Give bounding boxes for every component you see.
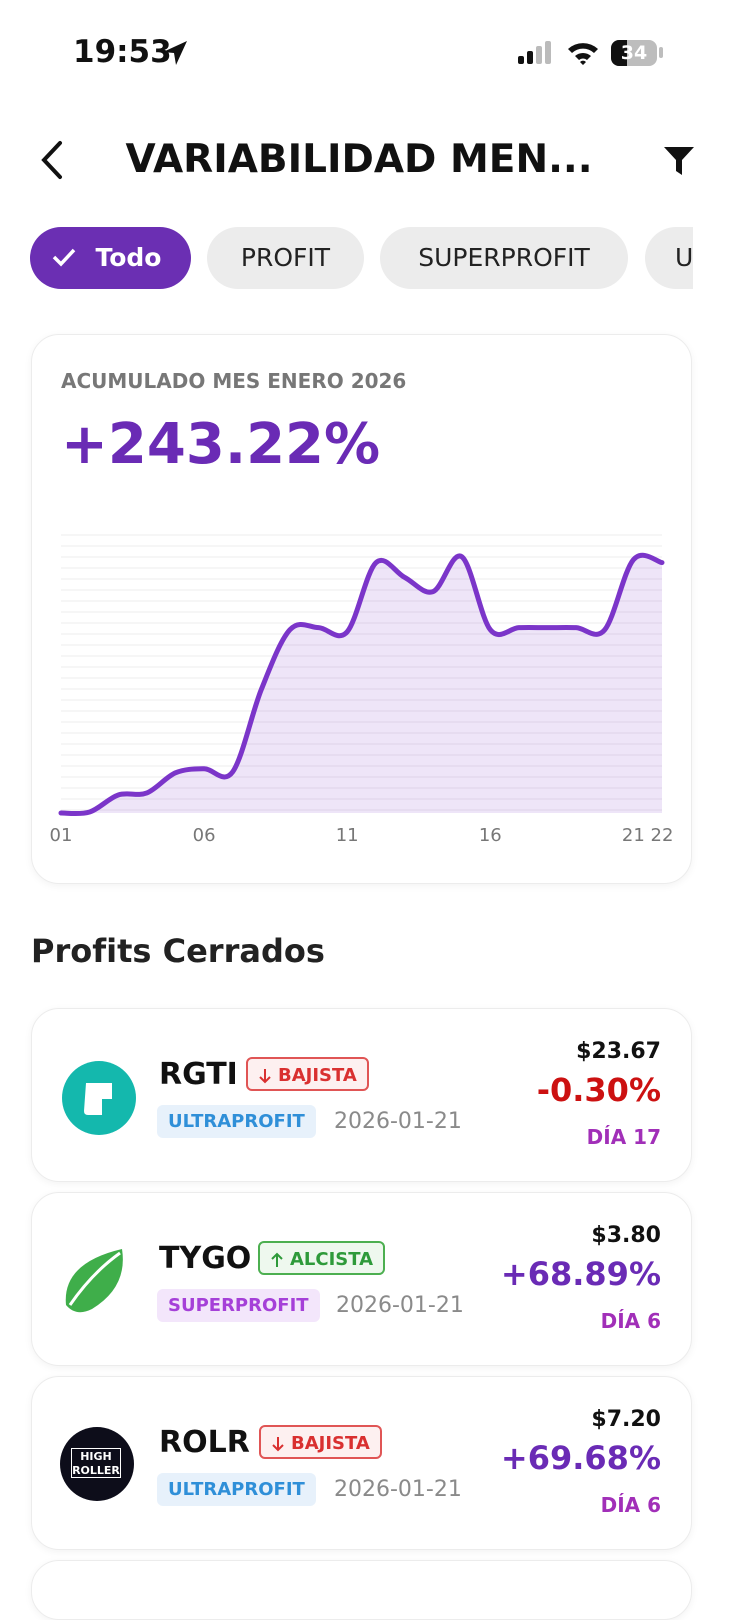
trend-badge: BAJISTA <box>259 1425 382 1459</box>
price: $23.67 <box>576 1039 661 1064</box>
date: 2026-01-21 <box>334 1109 462 1134</box>
category-badge: ULTRAPROFIT <box>157 1473 316 1506</box>
trade-card[interactable]: TYGO ALCISTA SUPERPROFIT 2026-01-21 $3.8… <box>31 1192 692 1366</box>
trade-card[interactable] <box>31 1560 692 1620</box>
filter-chip-active[interactable]: Todo <box>30 227 191 289</box>
x-tick-label: 11 <box>336 825 359 846</box>
change: +69.68% <box>500 1439 661 1477</box>
trend: BAJISTA <box>291 1433 370 1454</box>
trade-card[interactable]: HIGH ROLLER ROLR BAJISTA ULTRAPROFIT 202… <box>31 1376 692 1550</box>
wifi-icon <box>568 43 598 65</box>
filter-chip[interactable]: U <box>645 227 693 289</box>
summary-value: +243.22% <box>61 412 381 477</box>
x-tick-label: 16 <box>479 825 502 846</box>
trend: ALCISTA <box>290 1249 374 1270</box>
chip-label: Todo <box>95 243 162 272</box>
logo <box>65 1249 123 1313</box>
filter-button[interactable] <box>662 144 696 178</box>
price: $7.20 <box>591 1407 661 1432</box>
trend-badge: ALCISTA <box>258 1241 386 1275</box>
battery: 34 <box>611 40 657 66</box>
location-icon <box>163 41 187 65</box>
x-tick-label: 06 <box>193 825 216 846</box>
trend-badge: BAJISTA <box>246 1057 369 1091</box>
day: DÍA 6 <box>600 1309 661 1333</box>
logo-text: ROLLER <box>72 1464 120 1477</box>
status-time: 19:53 <box>73 34 172 70</box>
x-tick-label: 01 <box>50 825 73 846</box>
summary-label: ACUMULADO MES ENERO 2026 <box>61 369 407 393</box>
page-title: VARIABILIDAD MEN... <box>125 137 593 182</box>
day: DÍA 6 <box>600 1493 661 1517</box>
section-title: Profits Cerrados <box>31 932 325 970</box>
x-tick-label: 21 <box>622 825 645 846</box>
logo-text: HIGH <box>80 1450 112 1463</box>
logo <box>62 1061 136 1135</box>
trade-card[interactable]: RGTI BAJISTA ULTRAPROFIT 2026-01-21 $23.… <box>31 1008 692 1182</box>
filter-chip[interactable]: SUPERPROFIT <box>380 227 628 289</box>
signal-icon <box>518 41 551 64</box>
change: -0.30% <box>536 1071 661 1109</box>
ticker: ROLR <box>159 1425 250 1460</box>
category-badge: ULTRAPROFIT <box>157 1105 316 1138</box>
battery-level: 34 <box>620 42 648 64</box>
area <box>61 555 662 814</box>
chart: 01 06 11 16 21 22 <box>50 534 674 846</box>
x-tick-label: 22 <box>651 825 674 846</box>
line <box>58 552 665 817</box>
logo: HIGH ROLLER <box>60 1427 134 1501</box>
battery-tip <box>659 47 663 58</box>
filter-chip[interactable]: PROFIT <box>207 227 364 289</box>
change: +68.89% <box>500 1255 661 1293</box>
ticker: RGTI <box>159 1057 238 1092</box>
back-button[interactable] <box>36 140 68 180</box>
ticker: TYGO <box>159 1241 252 1276</box>
trend: BAJISTA <box>278 1065 357 1086</box>
price: $3.80 <box>591 1223 661 1248</box>
day: DÍA 17 <box>586 1125 661 1149</box>
category-badge: SUPERPROFIT <box>157 1289 320 1322</box>
date: 2026-01-21 <box>336 1293 464 1318</box>
date: 2026-01-21 <box>334 1477 462 1502</box>
